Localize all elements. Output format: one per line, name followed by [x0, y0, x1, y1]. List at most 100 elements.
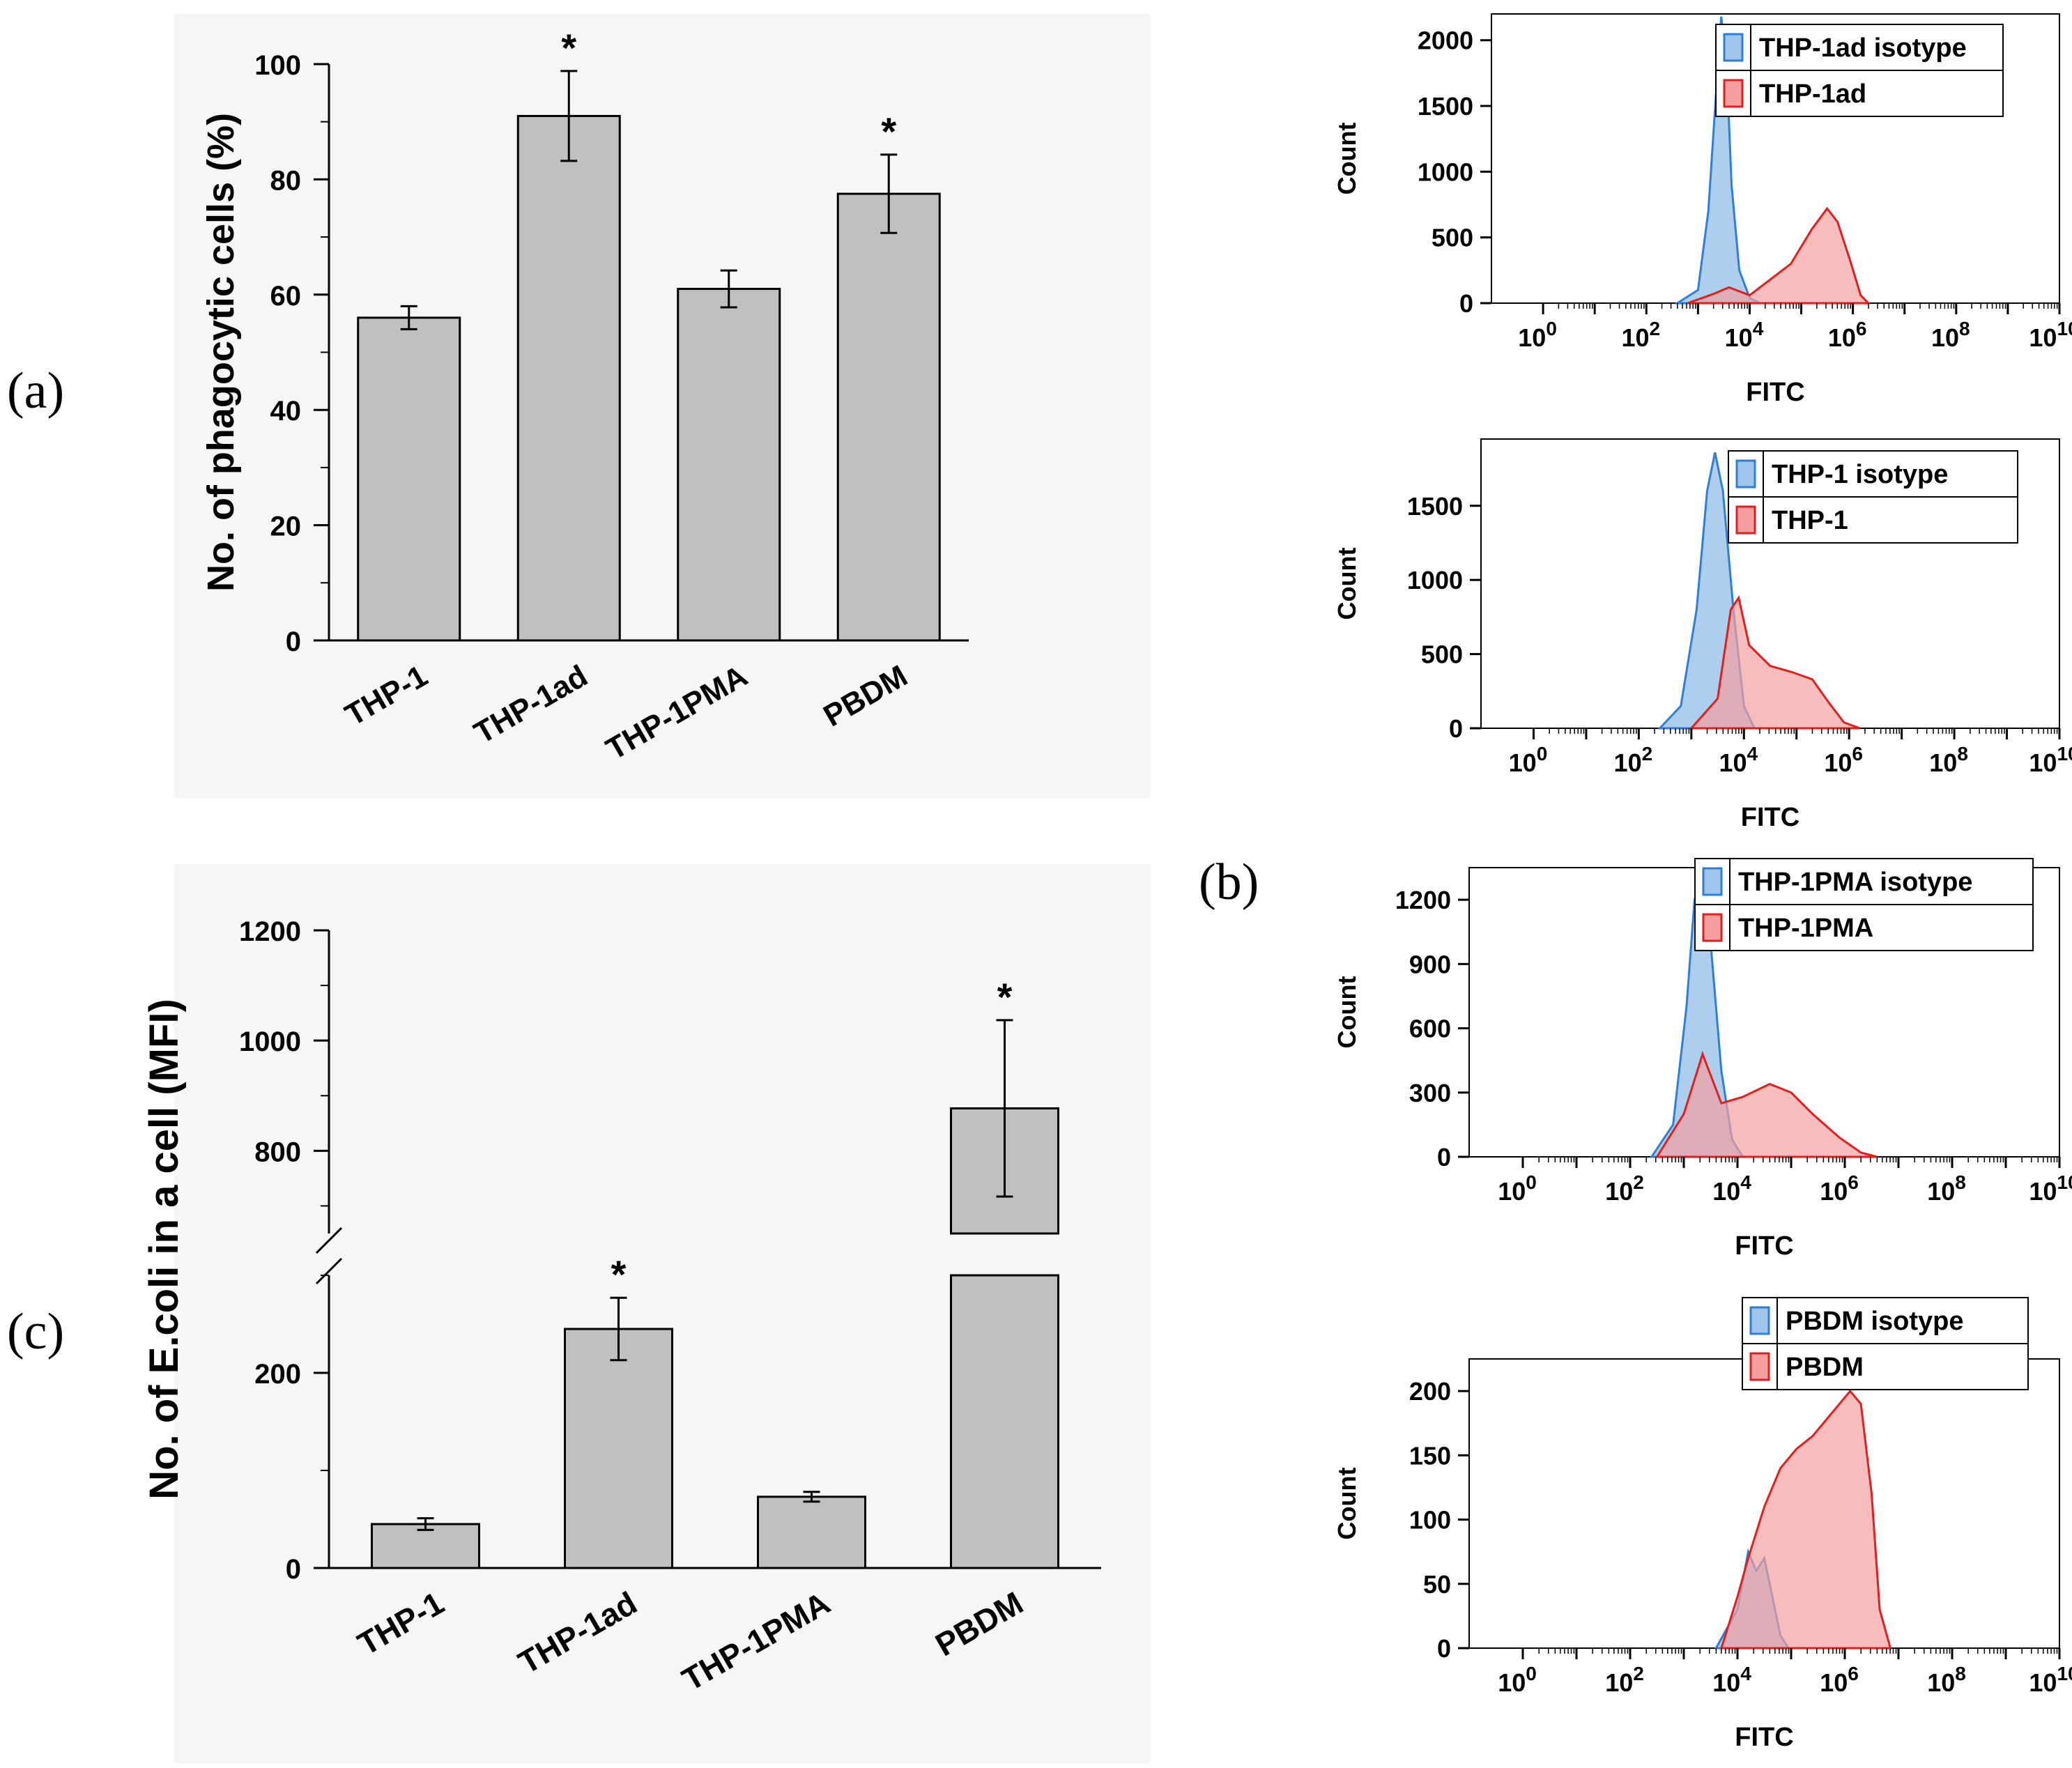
panel-label-c: (c) [7, 1303, 64, 1360]
legend-label-thp-1pma-isotype: THP-1PMA isotype [1738, 868, 1972, 897]
x-tick-label: 100 [1509, 743, 1548, 777]
bar-chart-ecoli-mfi: 0 200 800 1000 1200 No. of E.coli in a cell (… [141, 864, 1150, 1763]
y-tick-label: 0 [286, 1554, 301, 1585]
y-tick-label: 0 [1437, 1634, 1451, 1663]
y-tick-label: 1200 [1395, 886, 1451, 914]
x-tick-label: 104 [1719, 743, 1758, 777]
x-tick-label: 102 [1605, 1663, 1644, 1697]
x-tick-label: 106 [1820, 1171, 1859, 1206]
legend-row [1728, 496, 2018, 544]
y-tick-label: 200 [1409, 1377, 1451, 1406]
x-axis-title: FITC [1735, 1231, 1793, 1261]
y-tick-label: 150 [1409, 1441, 1451, 1470]
y-tick-label: 300 [1409, 1079, 1451, 1107]
x-tick-label: 104 [1725, 318, 1764, 352]
bar-thp-1pma [757, 1496, 866, 1569]
x-tick-label: 104 [1712, 1663, 1751, 1697]
y-axis-title: Count [1333, 123, 1361, 195]
axis-break-mark [315, 1227, 343, 1254]
legend-label-pbdm: PBDM [1786, 1353, 1864, 1382]
y-tick-label: 60 [270, 281, 302, 312]
legend-swatch-isotype [1735, 459, 1756, 489]
x-tick-label: 102 [1621, 318, 1660, 352]
y-axis-title: Count [1333, 1468, 1361, 1540]
x-tick-label: 108 [1931, 318, 1970, 352]
histogram-pbdm: 100 102 104 106 108 1010 FITC 0 50 100 150 200 Count… [1333, 1297, 2072, 1752]
legend-swatch-sample [1723, 79, 1744, 108]
x-tick-label: 106 [1820, 1663, 1859, 1697]
y-tick-label: 40 [270, 396, 302, 426]
y-axis-title: Count [1333, 976, 1361, 1049]
y-tick-label: 500 [1432, 224, 1473, 252]
panel-label-a: (a) [7, 362, 64, 420]
histogram-thp-1ad [1687, 206, 1871, 305]
y-tick-label: 800 [254, 1137, 301, 1167]
y-tick-label: 1500 [1407, 492, 1463, 521]
x-tick-label: 104 [1712, 1171, 1751, 1206]
legend-row [1715, 70, 2004, 117]
legend-swatch-sample [1702, 913, 1723, 942]
bar-thp-1ad [564, 1328, 673, 1569]
bar-thp-1 [357, 316, 461, 642]
y-tick-label: 0 [1449, 714, 1463, 743]
x-axis-title: FITC [1746, 378, 1804, 407]
x-tick-label: 108 [1929, 743, 1968, 777]
bar-thp-1 [371, 1523, 480, 1569]
legend-label-thp-1ad-isotype: THP-1ad isotype [1759, 33, 1967, 63]
legend-row [1742, 1343, 2029, 1390]
x-tick-label: 100 [1518, 318, 1557, 352]
histogram-thp1ad: 100 102 104 106 108 1010 FITC 0 500 1000 1500 2000 C… [1333, 13, 2072, 407]
significance-marker: * [881, 109, 896, 153]
x-tick-label: 1010 [2029, 1663, 2072, 1697]
x-tick-label: 102 [1614, 743, 1653, 777]
panel-a-background [174, 14, 1150, 798]
y-tick-label: 2000 [1418, 26, 1473, 55]
y-tick-label: 1000 [1407, 566, 1463, 594]
legend-label-thp-1pma: THP-1PMA [1738, 914, 1873, 943]
y-tick-label: 20 [270, 512, 302, 542]
y-tick-label: 1000 [239, 1027, 301, 1057]
legend-row [1694, 858, 2034, 905]
legend-swatch-isotype [1749, 1306, 1770, 1335]
x-tick-label: 100 [1498, 1663, 1537, 1697]
histogram-thp1pma: 100 102 104 106 108 1010 FITC 0 300 600 900 1200 Cou… [1333, 858, 2072, 1261]
legend-label-pbdm-isotype: PBDM isotype [1786, 1307, 1963, 1336]
x-tick-label: 106 [1828, 318, 1867, 352]
y-tick-label: 80 [270, 165, 302, 196]
y-tick-label: 1000 [1418, 157, 1473, 186]
y-tick-label: 500 [1421, 640, 1463, 669]
legend-label-thp-1ad: THP-1ad [1759, 79, 1866, 109]
y-tick-label: 600 [1409, 1015, 1451, 1043]
x-tick-label: 1010 [2029, 1171, 2072, 1206]
histogram-thp-1pma [1655, 1050, 1878, 1158]
y-tick-label: 0 [1459, 289, 1473, 318]
y-tick-label: 50 [1423, 1570, 1451, 1599]
y-tick-label: 0 [286, 627, 301, 657]
significance-marker: * [611, 1252, 627, 1296]
histogram-thp-1 [1689, 594, 1860, 730]
legend-swatch-sample [1749, 1352, 1770, 1381]
axis-break-mark [315, 1257, 343, 1285]
x-tick-label: 108 [1927, 1171, 1966, 1206]
x-tick-label: 106 [1824, 743, 1863, 777]
legend-swatch-isotype [1723, 33, 1744, 62]
y-tick-label: 0 [1437, 1143, 1451, 1171]
legend-label-thp-1: THP-1 [1772, 506, 1848, 535]
legend-row [1742, 1297, 2029, 1344]
legend-swatch-isotype [1702, 867, 1723, 896]
x-axis-title: FITC [1735, 1723, 1793, 1752]
legend-label-thp-1-isotype: THP-1 isotype [1772, 460, 1948, 489]
x-tick-label: 1010 [2029, 743, 2072, 777]
bar-thp-1ad [516, 114, 621, 642]
x-tick-label: 100 [1498, 1171, 1537, 1206]
histogram-thp1: 100 102 104 106 108 1010 FITC 0 500 1000 1500 Count… [1333, 438, 2072, 832]
significance-marker: * [561, 26, 576, 70]
panel-label-b: (b) [1199, 854, 1259, 911]
bar-pbdm [836, 192, 941, 642]
significance-marker: * [997, 975, 1013, 1019]
x-tick-label: 1010 [2029, 318, 2072, 352]
y-tick-label: 200 [254, 1359, 301, 1390]
y-tick-label: 100 [254, 50, 301, 81]
